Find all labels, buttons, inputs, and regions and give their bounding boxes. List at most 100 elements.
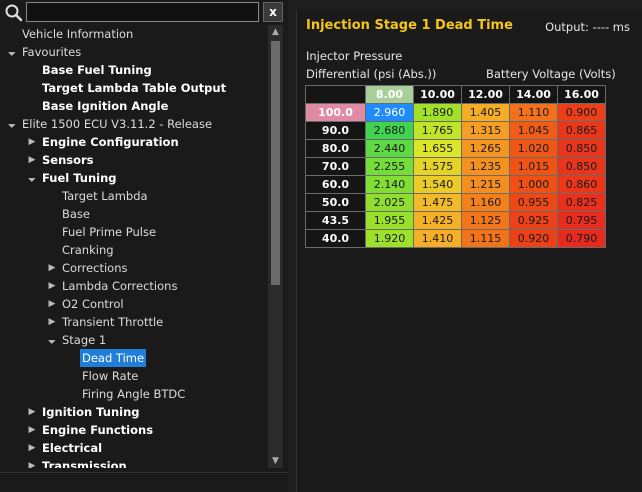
tree-item[interactable]: Base Fuel Tuning [0,61,268,79]
table-cell[interactable]: 0.850 [557,157,606,176]
table-cell[interactable]: 0.860 [557,175,606,194]
table-cell[interactable]: 0.900 [557,103,606,122]
horizontal-scrollbar[interactable] [0,472,288,492]
table-cell[interactable]: 1.890 [413,103,462,122]
tree-item[interactable]: Fuel Prime Pulse [0,223,268,241]
tree-item[interactable]: Base Ignition Angle [0,97,268,115]
scroll-down-arrow-icon[interactable]: ▼ [272,456,279,466]
table-cell[interactable]: 2.025 [365,193,414,212]
expand-arrow-icon[interactable]: ▶ [48,299,56,309]
table-cell[interactable]: 0.925 [509,211,558,230]
expand-arrow-icon[interactable]: ▶ [28,461,36,468]
tree-item[interactable]: Flow Rate [0,367,268,385]
column-header[interactable]: 10.00 [413,85,462,104]
tree-item[interactable]: Target Lambda [0,187,268,205]
table-cell[interactable]: 1.235 [461,157,510,176]
expand-arrow-icon[interactable]: ▶ [28,425,36,435]
tree-item[interactable]: ◢ Elite 1500 ECU V3.11.2 - Release [0,115,268,133]
table-cell[interactable]: 1.410 [413,229,462,248]
tree-item[interactable]: Base [0,205,268,223]
tree-item-label: Engine Configuration [42,135,179,149]
expand-arrow-icon[interactable]: ▶ [28,137,36,147]
table-cell[interactable]: 0.955 [509,193,558,212]
row-header[interactable]: 50.0 [305,193,366,212]
tree-item[interactable]: ▶ Sensors [0,151,268,169]
table-cell[interactable]: 1.000 [509,175,558,194]
tree-item[interactable]: Dead Time [0,349,268,367]
row-header[interactable]: 40.0 [305,229,366,248]
tree-item[interactable]: ▶ Corrections [0,259,268,277]
expand-arrow-icon[interactable]: ▶ [28,443,36,453]
table-cell[interactable]: 2.140 [365,175,414,194]
table-cell[interactable]: 1.265 [461,139,510,158]
expand-arrow-icon[interactable]: ▶ [28,155,36,165]
table-cell[interactable]: 0.920 [509,229,558,248]
clear-search-button[interactable]: x [263,2,283,22]
tree-item[interactable]: ◢ Favourites [0,43,268,61]
scroll-thumb[interactable] [271,41,280,285]
table-cell[interactable]: 1.125 [461,211,510,230]
tree-item[interactable]: ▶ Lambda Corrections [0,277,268,295]
table-cell[interactable]: 1.020 [509,139,558,158]
row-header[interactable]: 80.0 [305,139,366,158]
tree-item[interactable]: ▶ Transient Throttle [0,313,268,331]
tree-item[interactable]: ▶ Ignition Tuning [0,403,268,421]
table-cell[interactable]: 1.655 [413,139,462,158]
row-header[interactable]: 90.0 [305,121,366,140]
table-cell[interactable]: 1.115 [461,229,510,248]
expand-arrow-icon[interactable]: ▶ [48,263,56,273]
table-cell[interactable]: 1.575 [413,157,462,176]
table-cell[interactable]: 1.475 [413,193,462,212]
table-cell[interactable]: 0.825 [557,193,606,212]
tree-item[interactable]: ▶ Transmission [0,457,268,468]
tree-item[interactable]: Cranking [0,241,268,259]
row-header[interactable]: 60.0 [305,175,366,194]
tree-item[interactable]: ▶ Engine Configuration [0,133,268,151]
table-cell[interactable]: 1.920 [365,229,414,248]
table-cell[interactable]: 0.795 [557,211,606,230]
column-header[interactable]: 12.00 [461,85,510,104]
expand-arrow-icon[interactable]: ▶ [28,407,36,417]
table-cell[interactable]: 2.255 [365,157,414,176]
table-cell[interactable]: 1.540 [413,175,462,194]
dead-time-table[interactable]: 8.00 10.00 12.00 14.00 16.00 100.0 2.960 1.890 1… [305,85,606,248]
table-cell[interactable]: 1.110 [509,103,558,122]
tree-item[interactable]: ◢ Fuel Tuning [0,169,268,187]
table-cell[interactable]: 1.315 [461,121,510,140]
tree-item[interactable]: ◢ Stage 1 [0,331,268,349]
tree-item[interactable]: Vehicle Information [0,25,268,43]
search-input[interactable] [26,2,259,22]
search-icon[interactable] [4,3,24,23]
table-cell[interactable]: 0.790 [557,229,606,248]
table-cell[interactable]: 1.215 [461,175,510,194]
table-cell[interactable]: 0.850 [557,139,606,158]
row-header[interactable]: 70.0 [305,157,366,176]
column-header[interactable]: 16.00 [557,85,606,104]
table-cell[interactable]: 1.405 [461,103,510,122]
table-row: 60.0 2.140 1.540 1.215 1.000 0.860 [305,175,606,194]
tree-item[interactable]: ▶ O2 Control [0,295,268,313]
table-cell[interactable]: 2.960 [365,103,414,122]
row-header[interactable]: 43.5 [305,211,366,230]
expand-arrow-icon[interactable]: ▶ [48,281,56,291]
tree-item[interactable]: Target Lambda Table Output [0,79,268,97]
table-cell[interactable]: 1.425 [413,211,462,230]
tree-scrollbar[interactable]: ▲ ▼ [268,25,283,468]
table-cell[interactable]: 1.765 [413,121,462,140]
table-cell[interactable]: 2.680 [365,121,414,140]
table-cell[interactable]: 1.015 [509,157,558,176]
tree-item[interactable]: ▶ Electrical [0,439,268,457]
table-cell[interactable]: 1.045 [509,121,558,140]
table-cell[interactable]: 2.440 [365,139,414,158]
expand-arrow-icon[interactable]: ▶ [48,317,56,327]
scroll-up-arrow-icon[interactable]: ▲ [272,27,279,37]
tree-item[interactable]: ▶ Engine Functions [0,421,268,439]
table-cell[interactable]: 1.955 [365,211,414,230]
tree-item[interactable]: Firing Angle BTDC [0,385,268,403]
table-cell[interactable]: 0.865 [557,121,606,140]
table-cell[interactable]: 1.160 [461,193,510,212]
row-header[interactable]: 100.0 [305,103,366,122]
column-header[interactable]: 14.00 [509,85,558,104]
navigation-tree: Vehicle Information ◢ Favourites Base Fuel … [0,25,268,468]
column-header[interactable]: 8.00 [365,85,414,104]
